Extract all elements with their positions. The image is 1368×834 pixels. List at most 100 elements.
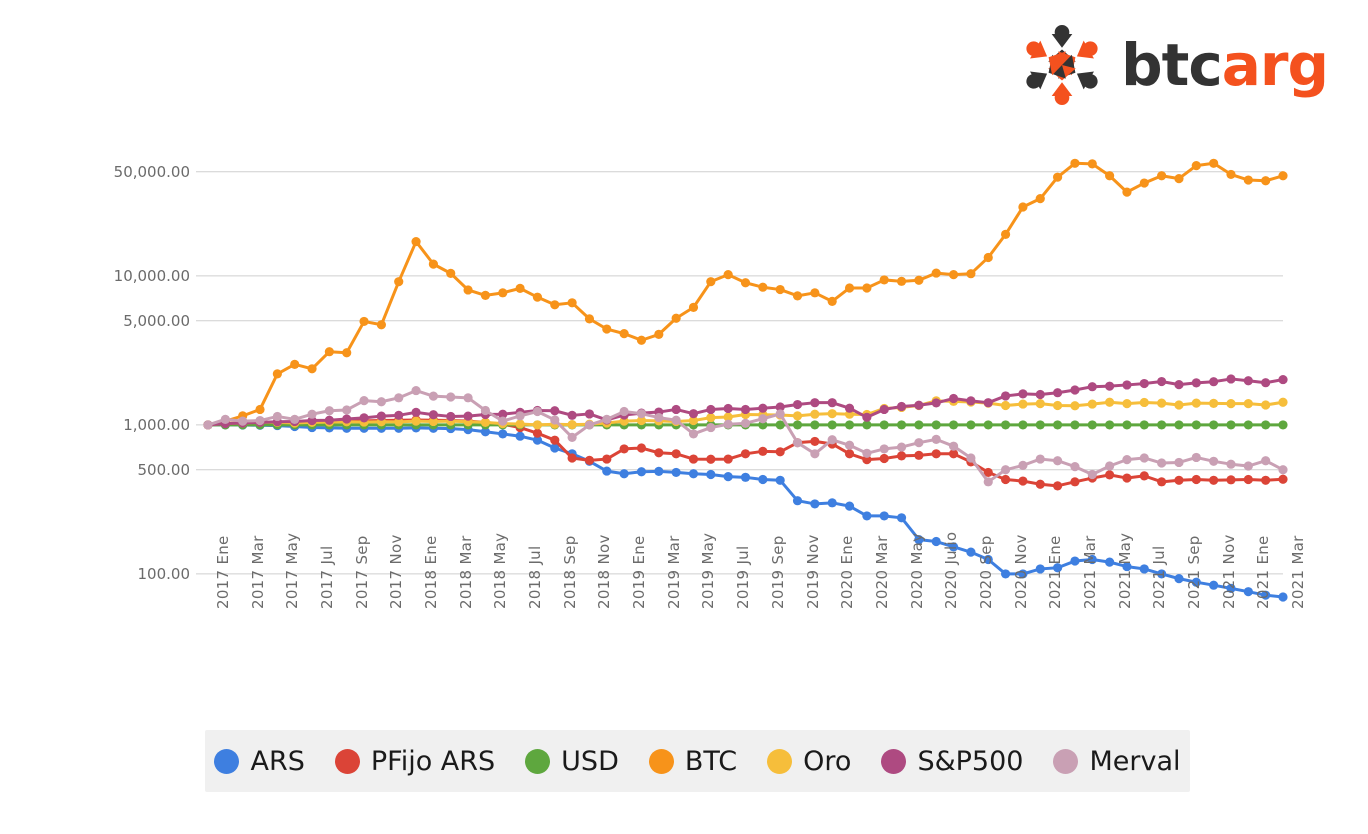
data-point[interactable] <box>896 451 907 461</box>
data-point[interactable] <box>1105 461 1115 471</box>
data-point[interactable] <box>827 398 837 408</box>
data-point[interactable] <box>758 446 768 456</box>
data-point[interactable] <box>394 277 404 287</box>
data-point[interactable] <box>307 364 317 374</box>
data-point[interactable] <box>359 413 369 423</box>
data-point[interactable] <box>1018 389 1028 399</box>
data-point[interactable] <box>411 385 421 396</box>
data-point[interactable] <box>307 415 317 426</box>
data-point[interactable] <box>550 406 560 416</box>
data-point[interactable] <box>1191 420 1201 430</box>
data-point[interactable] <box>324 406 334 416</box>
data-point[interactable] <box>463 285 473 295</box>
data-point[interactable] <box>1000 229 1011 239</box>
data-point[interactable] <box>948 393 959 404</box>
data-point[interactable] <box>1278 397 1288 407</box>
data-point[interactable] <box>1157 398 1167 408</box>
data-point[interactable] <box>1174 379 1184 390</box>
data-point[interactable] <box>1018 399 1028 409</box>
data-point[interactable] <box>463 411 473 421</box>
data-point[interactable] <box>688 429 699 439</box>
data-point[interactable] <box>1157 420 1167 430</box>
data-point[interactable] <box>671 415 681 425</box>
data-point[interactable] <box>966 269 976 279</box>
data-point[interactable] <box>1105 171 1115 181</box>
data-point[interactable] <box>532 420 543 430</box>
data-point[interactable] <box>896 513 907 523</box>
data-point[interactable] <box>931 449 941 459</box>
data-point[interactable] <box>862 412 872 422</box>
data-point[interactable] <box>1087 399 1097 409</box>
data-point[interactable] <box>879 453 889 464</box>
data-point[interactable] <box>1261 176 1271 186</box>
data-point[interactable] <box>844 283 855 293</box>
data-point[interactable] <box>498 429 508 439</box>
data-point[interactable] <box>723 403 733 414</box>
data-point[interactable] <box>931 434 941 444</box>
data-point[interactable] <box>636 467 647 477</box>
data-point[interactable] <box>914 275 924 285</box>
data-point[interactable] <box>428 391 439 401</box>
data-point[interactable] <box>307 409 317 419</box>
data-point[interactable] <box>810 398 820 408</box>
data-point[interactable] <box>1052 400 1063 411</box>
data-point[interactable] <box>1209 420 1219 430</box>
data-point[interactable] <box>480 405 491 416</box>
data-point[interactable] <box>688 302 699 312</box>
data-point[interactable] <box>758 414 768 424</box>
data-point[interactable] <box>775 420 785 430</box>
data-point[interactable] <box>1087 159 1097 169</box>
data-point[interactable] <box>1018 476 1028 486</box>
data-point[interactable] <box>1070 385 1080 395</box>
data-point[interactable] <box>775 402 785 412</box>
data-point[interactable] <box>1070 420 1080 430</box>
data-point[interactable] <box>862 420 872 430</box>
data-point[interactable] <box>602 466 612 476</box>
data-point[interactable] <box>636 335 647 345</box>
data-point[interactable] <box>827 498 837 508</box>
data-point[interactable] <box>775 409 785 419</box>
data-point[interactable] <box>983 467 993 478</box>
data-point[interactable] <box>498 416 508 426</box>
data-point[interactable] <box>1122 420 1132 430</box>
data-point[interactable] <box>1157 477 1167 487</box>
data-point[interactable] <box>1157 376 1167 387</box>
data-point[interactable] <box>376 397 386 407</box>
data-point[interactable] <box>567 410 577 420</box>
data-point[interactable] <box>602 454 612 464</box>
data-point[interactable] <box>948 441 959 451</box>
data-point[interactable] <box>1000 400 1011 411</box>
data-point[interactable] <box>671 313 681 323</box>
data-point[interactable] <box>688 409 699 419</box>
data-point[interactable] <box>515 431 525 441</box>
data-point[interactable] <box>758 474 768 485</box>
data-point[interactable] <box>896 420 907 430</box>
data-point[interactable] <box>1278 374 1288 385</box>
data-point[interactable] <box>619 469 629 479</box>
data-point[interactable] <box>1278 592 1288 602</box>
data-point[interactable] <box>948 270 959 280</box>
data-point[interactable] <box>1035 389 1045 400</box>
data-point[interactable] <box>740 404 751 415</box>
data-point[interactable] <box>428 410 439 420</box>
data-point[interactable] <box>463 393 473 403</box>
data-point[interactable] <box>862 511 872 521</box>
data-point[interactable] <box>706 404 716 415</box>
data-point[interactable] <box>1000 569 1011 579</box>
data-point[interactable] <box>931 398 941 408</box>
data-point[interactable] <box>1000 465 1011 475</box>
data-point[interactable] <box>1278 474 1288 484</box>
data-point[interactable] <box>758 403 768 413</box>
data-point[interactable] <box>914 438 924 448</box>
data-point[interactable] <box>498 288 508 298</box>
data-point[interactable] <box>550 443 560 453</box>
data-point[interactable] <box>688 469 699 479</box>
data-point[interactable] <box>1157 171 1167 181</box>
data-point[interactable] <box>1035 194 1045 204</box>
data-point[interactable] <box>723 419 733 429</box>
data-point[interactable] <box>1278 171 1288 181</box>
data-point[interactable] <box>515 283 525 293</box>
data-point[interactable] <box>1261 590 1271 600</box>
data-point[interactable] <box>1018 569 1028 579</box>
data-point[interactable] <box>550 415 560 425</box>
